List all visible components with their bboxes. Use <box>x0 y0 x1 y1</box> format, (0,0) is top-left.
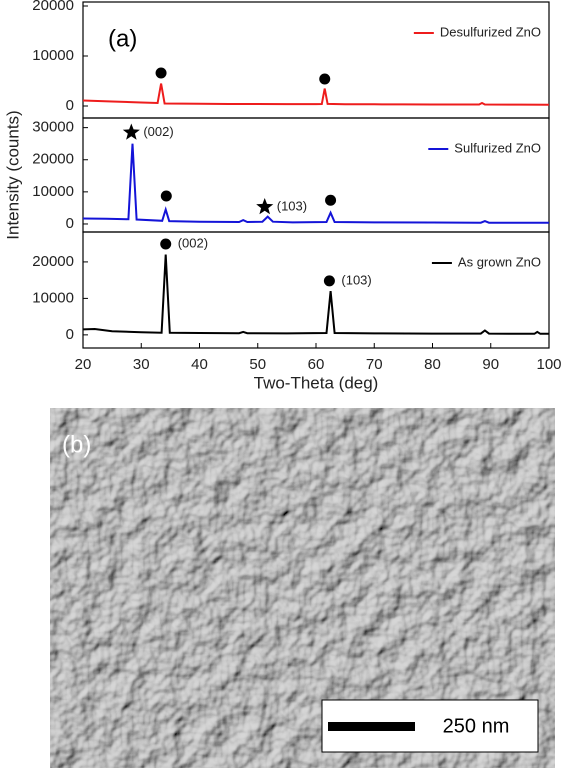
x-axis-label: Two-Theta (deg) <box>254 373 379 392</box>
x-tick-label: 60 <box>308 356 325 373</box>
annotation-dot <box>160 238 172 250</box>
legend-label: Sulfurized ZnO <box>454 140 541 155</box>
y-tick-label: 0 <box>66 97 74 114</box>
panel-frame <box>82 231 550 349</box>
annotation-label: (103) <box>277 198 307 213</box>
y-tick-label: 0 <box>66 215 74 232</box>
annotation-star <box>256 198 274 215</box>
x-tick-label: 50 <box>249 356 266 373</box>
panel-frame <box>82 1 550 119</box>
x-tick-label: 90 <box>482 356 499 373</box>
scale-bar-label: 250 nm <box>443 715 510 737</box>
y-tick-label: 20000 <box>32 0 74 14</box>
y-tick-label: 0 <box>66 326 74 343</box>
x-tick-label: 100 <box>536 356 561 373</box>
annotation-dot <box>319 73 331 85</box>
y-tick-label: 20000 <box>32 253 74 270</box>
x-tick-label: 30 <box>133 356 150 373</box>
annotation-dot <box>325 194 337 206</box>
series-line <box>82 83 550 106</box>
annotation-dot <box>160 190 172 202</box>
annotation-dot <box>155 67 167 79</box>
x-tick-label: 40 <box>191 356 208 373</box>
annotation-star <box>122 123 140 140</box>
legend-label: As grown ZnO <box>458 254 541 269</box>
y-axis-label: Intensity (counts) <box>3 110 22 239</box>
series-line <box>82 143 550 224</box>
series-line <box>82 254 549 335</box>
y-tick-label: 30000 <box>32 119 74 136</box>
scale-bar <box>328 722 415 731</box>
x-tick-label: 70 <box>366 356 383 373</box>
annotation-label: (002) <box>178 235 208 250</box>
panel-label: (a) <box>108 25 137 52</box>
y-tick-label: 20000 <box>32 151 74 168</box>
panel-label: (b) <box>62 431 91 458</box>
annotation-dot <box>323 275 335 287</box>
y-tick-label: 10000 <box>32 183 74 200</box>
annotation-label: (002) <box>143 124 173 139</box>
annotation-label: (103) <box>341 272 371 287</box>
y-tick-label: 10000 <box>32 47 74 64</box>
legend-label: Desulfurized ZnO <box>440 24 541 39</box>
x-tick-label: 80 <box>424 356 441 373</box>
y-tick-label: 10000 <box>32 289 74 306</box>
x-tick-label: 20 <box>75 356 92 373</box>
